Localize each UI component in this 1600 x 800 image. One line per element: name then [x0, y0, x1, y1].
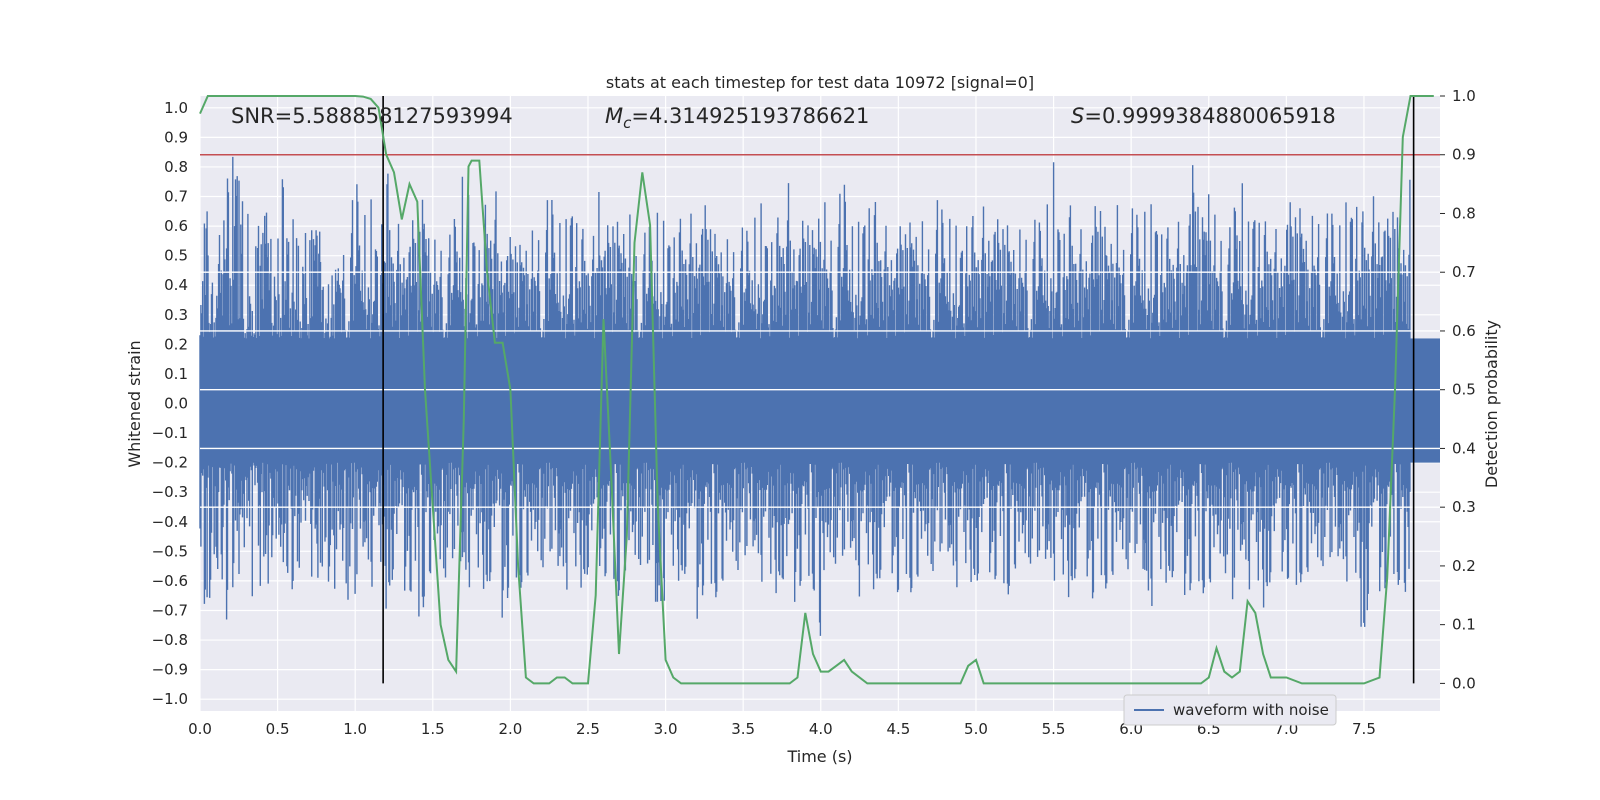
y2-tick-label-9: 0.1: [1452, 616, 1476, 634]
chart-title: stats at each timestep for test data 109…: [606, 73, 1034, 92]
x-tick-label-1: 0.5: [266, 720, 290, 738]
y-tick-label-17: −0.7: [152, 601, 188, 619]
y-tick-label-7: 0.3: [164, 306, 188, 324]
x-tick-label-8: 4.0: [809, 720, 833, 738]
y-tick-label-16: −0.6: [152, 572, 188, 590]
y2-tick-label-4: 0.6: [1452, 322, 1476, 340]
waveform-with-noise-series: [199, 156, 1440, 636]
y-tick-label-0: 1.0: [164, 99, 188, 117]
y-tick-label-14: −0.4: [152, 513, 188, 531]
y2-tick-label-8: 0.2: [1452, 557, 1476, 575]
x-tick-label-11: 5.5: [1042, 720, 1066, 738]
detection-probability-line: [199, 95, 1434, 685]
y2-tick-label-3: 0.7: [1452, 263, 1476, 281]
y-tick-label-20: −1.0: [152, 690, 188, 708]
detection-probability-series: [199, 95, 1434, 685]
legend: waveform with noise: [1123, 694, 1337, 726]
y-axis-label: Whitened strain: [125, 340, 144, 467]
overlay-lines: [200, 96, 1440, 684]
y2-tick-labels: 1.0 0.9 0.8 0.7 0.6 0.5 0.4 0.3 0.2 0.1 0.0: [1440, 87, 1476, 692]
y2-tick-label-6: 0.4: [1452, 439, 1476, 457]
x-tick-label-10: 5.0: [964, 720, 988, 738]
x-tick-label-9: 4.5: [886, 720, 910, 738]
y2-tick-label-1: 0.9: [1452, 146, 1476, 164]
x-tick-label-15: 7.5: [1352, 720, 1376, 738]
y2-tick-label-2: 0.8: [1452, 204, 1476, 222]
x-tick-label-0: 0.0: [188, 720, 212, 738]
x-tick-label-5: 2.5: [576, 720, 600, 738]
waveform-spikes: [199, 156, 1411, 636]
y-tick-label-15: −0.5: [152, 542, 188, 560]
y-tick-label-9: 0.1: [164, 365, 188, 383]
y-tick-label-1: 0.9: [164, 128, 188, 146]
y-tick-labels: 1.0 0.9 0.8 0.7 0.6 0.5 0.4 0.3 0.2 0.1 0.0 −0.1 −0.…: [152, 99, 188, 708]
y-tick-label-10: 0.0: [164, 395, 188, 413]
x-tick-labels: 0.0 0.5 1.0 1.5 2.0 2.5 3.0 3.5 4.0 4.5 5.0 5.5 6.0 6…: [188, 720, 1376, 738]
y-tick-label-13: −0.3: [152, 483, 188, 501]
y2-tick-label-10: 0.0: [1452, 674, 1476, 692]
y-tick-label-19: −0.9: [152, 661, 188, 679]
y-tick-label-12: −0.2: [152, 454, 188, 472]
legend-label-waveform: waveform with noise: [1173, 701, 1329, 719]
detection-statistic-annotation: S=0.9999384880065918: [1071, 104, 1336, 128]
x-tick-label-7: 3.5: [731, 720, 755, 738]
y-tick-label-11: −0.1: [152, 424, 188, 442]
y-tick-label-5: 0.5: [164, 247, 188, 265]
y-tick-label-2: 0.8: [164, 158, 188, 176]
chirp-mass-annotation: Mc=4.314925193786621: [605, 104, 869, 132]
y-tick-label-8: 0.2: [164, 335, 188, 353]
y-tick-label-3: 0.7: [164, 188, 188, 206]
x-tick-label-4: 2.0: [498, 720, 522, 738]
y2-tick-label-7: 0.3: [1452, 498, 1476, 516]
snr-annotation: SNR=5.588858127593994: [231, 104, 513, 128]
y-tick-label-6: 0.4: [164, 276, 188, 294]
y2-tick-label-5: 0.5: [1452, 381, 1476, 399]
y-tick-label-18: −0.8: [152, 631, 188, 649]
x-axis-label: Time (s): [786, 747, 852, 766]
x-tick-label-6: 3.0: [654, 720, 678, 738]
x-tick-label-2: 1.0: [343, 720, 367, 738]
y2-axis-label: Detection probability: [1482, 320, 1501, 488]
y-tick-label-4: 0.6: [164, 217, 188, 235]
x-tick-label-3: 1.5: [421, 720, 445, 738]
y2-tick-label-0: 1.0: [1452, 87, 1476, 105]
